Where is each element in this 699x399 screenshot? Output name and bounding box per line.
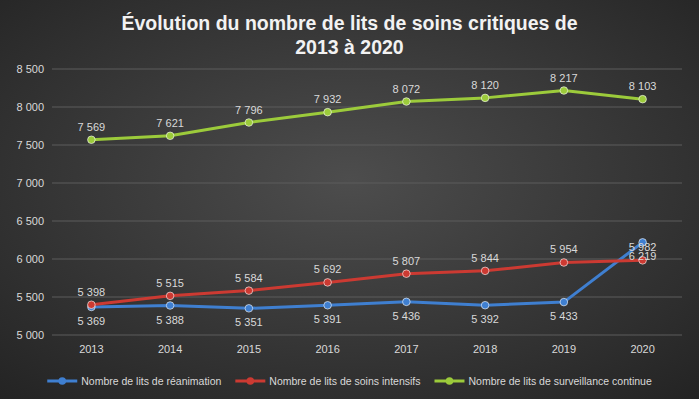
data-point — [166, 302, 174, 310]
series-line — [91, 242, 642, 308]
data-label: 5 351 — [235, 316, 263, 328]
data-point — [560, 87, 568, 95]
data-label: 7 796 — [235, 104, 263, 116]
data-point — [324, 279, 332, 287]
data-point — [245, 305, 253, 313]
data-label: 5 692 — [314, 263, 342, 275]
grid — [52, 69, 682, 335]
legend-marker — [247, 377, 255, 385]
legend-label: Nombre de lits de réanimation — [81, 375, 221, 387]
y-tick-label: 6 500 — [16, 215, 44, 227]
data-label: 5 515 — [156, 277, 184, 289]
y-tick-label: 7 000 — [16, 177, 44, 189]
data-label: 5 982 — [629, 241, 657, 253]
grid-line — [52, 259, 682, 260]
data-label: 5 391 — [314, 313, 342, 325]
x-tick-label: 2017 — [394, 343, 418, 355]
chart: Évolution du nombre de lits de soins cri… — [0, 0, 699, 399]
data-point — [324, 301, 332, 309]
data-label: 8 217 — [550, 72, 578, 84]
legend-label: Nombre de lits de soins intensifs — [269, 375, 420, 387]
data-label: 5 369 — [78, 315, 106, 327]
data-label: 7 621 — [156, 117, 184, 129]
x-tick-label: 2016 — [315, 343, 339, 355]
legend-label: Nombre de lits de surveillance continue — [468, 375, 651, 387]
data-point — [481, 301, 489, 309]
data-point — [245, 287, 253, 295]
legend: Nombre de lits de réanimation Nombre de l… — [47, 375, 652, 387]
data-label: 7 569 — [78, 121, 106, 133]
x-tick-label: 2018 — [473, 343, 497, 355]
y-tick-label: 6 000 — [16, 253, 44, 265]
x-tick-label: 2015 — [237, 343, 261, 355]
data-point — [166, 132, 174, 140]
data-label: 5 584 — [235, 272, 263, 284]
data-point — [481, 94, 489, 102]
x-tick-label: 2013 — [79, 343, 103, 355]
data-label: 5 392 — [471, 313, 499, 325]
data-label: 5 436 — [393, 310, 421, 322]
data-label: 5 398 — [78, 286, 106, 298]
background — [0, 0, 699, 399]
data-label: 5 433 — [550, 310, 578, 322]
y-tick-label: 5 500 — [16, 291, 44, 303]
x-tick-label: 2020 — [630, 343, 654, 355]
y-tick-label: 7 500 — [16, 139, 44, 151]
grid-line — [52, 335, 682, 336]
data-label: 5 844 — [471, 252, 499, 264]
x-tick-label: 2019 — [552, 343, 576, 355]
data-point — [639, 95, 647, 103]
y-tick-label: 8 000 — [16, 101, 44, 113]
data-point — [481, 267, 489, 275]
data-label: 5 807 — [393, 255, 421, 267]
data-point — [88, 136, 96, 144]
data-label: 5 954 — [550, 243, 578, 255]
series-line — [91, 91, 642, 140]
data-point — [560, 298, 568, 306]
grid-line — [52, 145, 682, 146]
data-labels: 5 3695 3885 3515 3915 4365 3925 4336 219… — [78, 72, 657, 329]
plot-area — [88, 87, 647, 312]
data-label: 5 388 — [156, 314, 184, 326]
grid-line — [52, 221, 682, 222]
data-point — [403, 98, 411, 106]
data-point — [245, 119, 253, 127]
grid-line — [52, 69, 682, 70]
data-point — [88, 301, 96, 309]
data-point — [403, 270, 411, 278]
x-tick-label: 2014 — [158, 343, 182, 355]
data-label: 8 103 — [629, 80, 657, 92]
legend-item: Nombre de lits de soins intensifs — [235, 375, 420, 387]
series-line — [91, 260, 642, 304]
grid-line — [52, 183, 682, 184]
data-point — [403, 298, 411, 306]
data-label: 8 072 — [393, 83, 421, 95]
y-tick-label: 8 500 — [16, 63, 44, 75]
data-label: 7 932 — [314, 93, 342, 105]
legend-item: Nombre de lits de réanimation — [47, 375, 221, 387]
data-point — [166, 292, 174, 300]
legend-item: Nombre de lits de surveillance continue — [434, 375, 651, 387]
data-point — [324, 108, 332, 116]
legend-marker — [446, 377, 454, 385]
data-point — [560, 259, 568, 267]
y-tick-label: 5 000 — [16, 329, 44, 341]
data-label: 8 120 — [471, 79, 499, 91]
title: Évolution du nombre de lits de soins cri… — [121, 12, 577, 58]
legend-marker — [58, 377, 66, 385]
